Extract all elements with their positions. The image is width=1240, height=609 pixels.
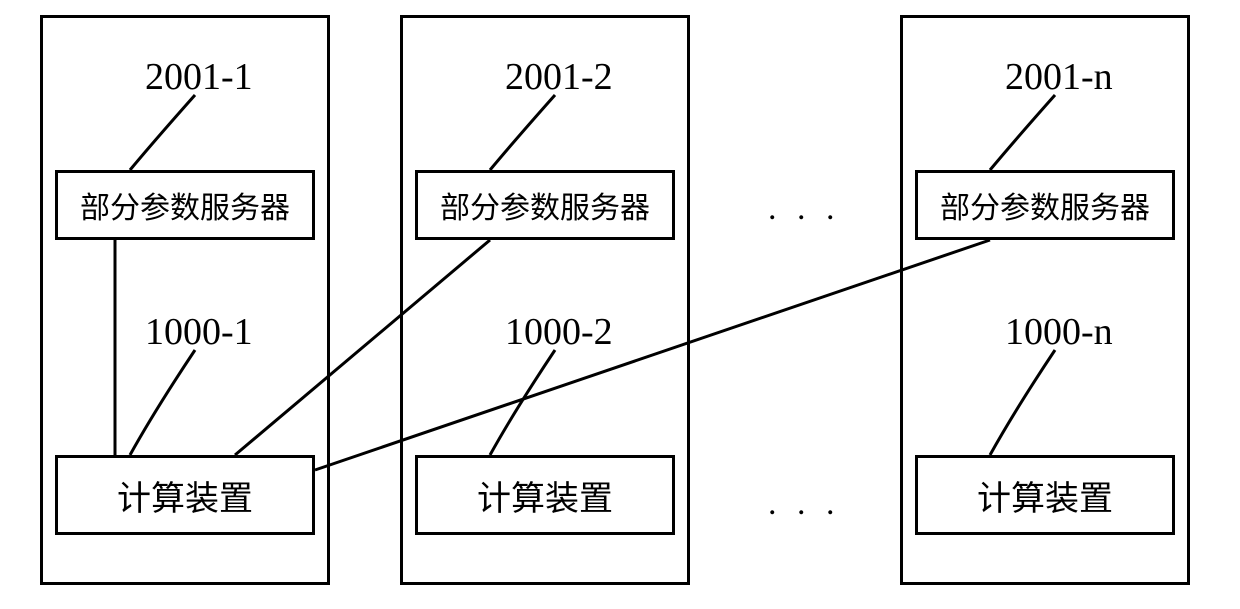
compute-device-label: 计算装置: [477, 471, 613, 520]
compute-device-label: 计算装置: [117, 471, 253, 520]
ref-label-1000-n: 1000-n: [1005, 310, 1113, 354]
compute-device-box-3: 计算装置: [915, 455, 1175, 535]
ref-label-2001-2: 2001-2: [505, 55, 613, 99]
ref-label-1000-2: 1000-2: [505, 310, 613, 354]
compute-device-box-1: 计算装置: [55, 455, 315, 535]
compute-device-label: 计算装置: [977, 471, 1113, 520]
param-server-label: 部分参数服务器: [80, 183, 290, 227]
compute-device-box-2: 计算装置: [415, 455, 675, 535]
ref-label-2001-1: 2001-1: [145, 55, 253, 99]
param-server-label: 部分参数服务器: [940, 183, 1150, 227]
param-server-box-3: 部分参数服务器: [915, 170, 1175, 240]
ref-label-2001-n: 2001-n: [1005, 55, 1113, 99]
diagram-stage: 部分参数服务器 部分参数服务器 部分参数服务器 计算装置 计算装置 计算装置 2…: [0, 0, 1240, 609]
param-server-box-1: 部分参数服务器: [55, 170, 315, 240]
ref-label-1000-1: 1000-1: [145, 310, 253, 354]
param-server-label: 部分参数服务器: [440, 183, 650, 227]
param-server-box-2: 部分参数服务器: [415, 170, 675, 240]
ellipsis-top: . . .: [768, 190, 841, 228]
ellipsis-bottom: . . .: [768, 485, 841, 523]
